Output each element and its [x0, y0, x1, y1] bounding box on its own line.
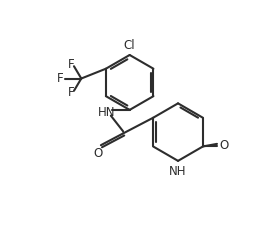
Text: HN: HN	[97, 106, 115, 119]
Text: O: O	[220, 139, 229, 152]
Text: F: F	[57, 72, 64, 85]
Text: F: F	[68, 86, 74, 99]
Text: O: O	[93, 147, 102, 160]
Text: Cl: Cl	[124, 39, 136, 52]
Text: F: F	[68, 58, 74, 71]
Text: NH: NH	[169, 165, 187, 178]
